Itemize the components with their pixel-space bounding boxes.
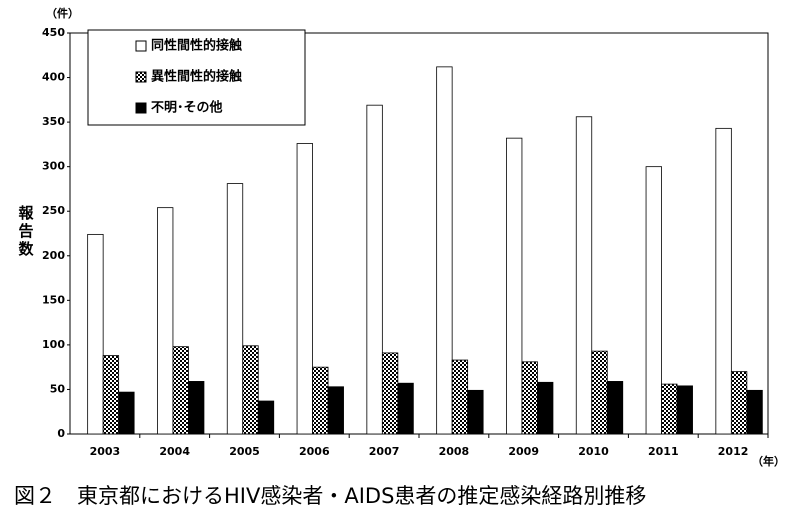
bar	[381, 352, 399, 435]
x-tick-label: 2009	[508, 445, 539, 458]
bar	[606, 381, 624, 435]
bar	[172, 346, 189, 435]
bar	[312, 366, 329, 435]
legend-label: 不明･その他	[151, 100, 223, 116]
bar	[397, 382, 414, 435]
bar	[436, 66, 453, 435]
bar	[746, 389, 763, 435]
x-tick-label: 2007	[369, 445, 400, 458]
y-tick-label: 150	[42, 293, 65, 306]
x-tick-label: 2003	[90, 445, 121, 458]
legend-label: 異性間性的接触	[151, 69, 242, 85]
y-tick-label: 400	[42, 71, 65, 84]
bar	[506, 137, 523, 435]
y-tick-label: 0	[57, 427, 65, 440]
y-axis-label: 報告数	[17, 204, 35, 259]
x-tick-label: 2006	[299, 445, 330, 458]
bar	[226, 183, 244, 435]
bar	[676, 385, 693, 435]
legend-box	[87, 29, 306, 126]
y-tick-label: 100	[42, 338, 65, 351]
bar	[242, 345, 259, 435]
x-tick-label: 2008	[439, 445, 470, 458]
bar	[591, 350, 608, 435]
bar	[467, 389, 484, 435]
bar	[521, 361, 538, 435]
bar	[296, 143, 313, 435]
legend-swatch	[135, 71, 147, 83]
y-unit: （件）	[46, 6, 79, 20]
bar	[715, 127, 732, 435]
legend-swatch	[135, 40, 147, 52]
bar	[645, 166, 662, 435]
bar	[257, 400, 275, 435]
x-tick-label: 2005	[229, 445, 260, 458]
bar	[537, 381, 554, 435]
y-tick-label: 450	[42, 26, 65, 39]
x-tick-label: 2011	[648, 445, 679, 458]
y-tick-label: 350	[42, 115, 65, 128]
x-unit: （年）	[752, 454, 785, 468]
bar	[366, 104, 383, 435]
bar	[157, 207, 174, 435]
bar	[661, 383, 678, 435]
bar	[451, 359, 469, 435]
x-tick-label: 2004	[159, 445, 190, 458]
bar	[730, 371, 748, 435]
x-tick-label: 2010	[578, 445, 609, 458]
y-tick-label: 250	[42, 204, 65, 217]
y-tick-label: 200	[42, 249, 65, 262]
bar	[118, 391, 135, 435]
y-tick-label: 50	[50, 382, 66, 395]
y-tick-label: 300	[42, 160, 65, 173]
legend-label: 同性間性的接触	[151, 38, 242, 54]
legend-swatch	[135, 102, 147, 114]
bar	[327, 386, 344, 435]
bar	[102, 355, 120, 435]
bar	[87, 233, 104, 435]
x-tick-label: 2012	[718, 445, 749, 458]
bar	[575, 116, 593, 435]
bar	[188, 381, 205, 435]
chart-title: 図２ 東京都におけるHIV感染者・AIDS患者の推定感染経路別推移	[14, 484, 646, 508]
